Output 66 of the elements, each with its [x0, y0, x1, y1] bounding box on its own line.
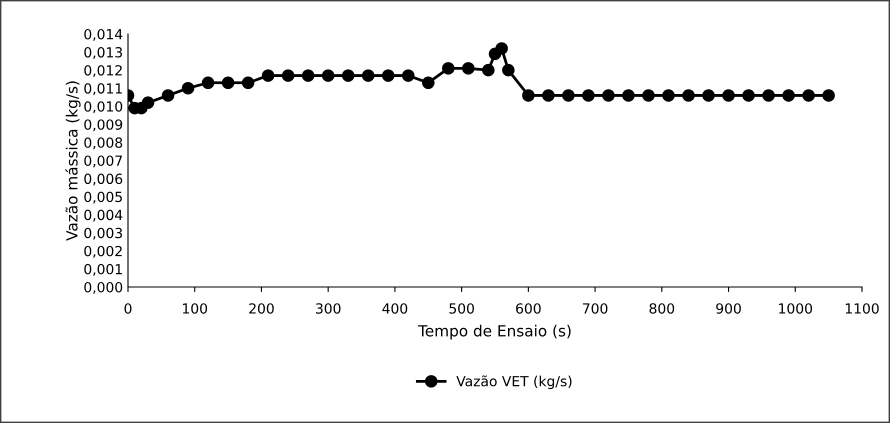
y-tick-label: 0,003 [84, 228, 122, 240]
point [495, 42, 508, 55]
x-tick-label: 1100 [846, 303, 879, 314]
point [342, 69, 354, 82]
y-tick-label: 0,006 [84, 174, 122, 186]
x-tick-label: 800 [650, 303, 674, 314]
x-tick-label: 400 [382, 303, 408, 314]
x-tick-label: 200 [249, 303, 274, 314]
point [442, 62, 455, 75]
x-tick-label: 0 [124, 303, 132, 314]
point [822, 89, 835, 102]
point [622, 89, 635, 102]
y-tick-label: 0,012 [84, 65, 122, 78]
point [142, 96, 154, 109]
y-tick-label: 0,000 [84, 282, 122, 294]
point [462, 62, 475, 75]
y-tick-label: 0,008 [84, 137, 122, 150]
point [222, 76, 234, 90]
point [502, 64, 515, 76]
y-tick-label: 0,007 [84, 155, 122, 168]
point [802, 89, 815, 102]
point [302, 69, 314, 82]
y-tick-label: 0,001 [84, 264, 122, 276]
point [522, 89, 535, 102]
point [682, 89, 695, 102]
point [542, 89, 555, 102]
x-tick-label: 500 [449, 303, 474, 314]
y-tick-label: 0,014 [84, 28, 122, 41]
point [482, 64, 495, 76]
point [562, 89, 575, 102]
point [202, 76, 214, 90]
point [242, 76, 254, 90]
point [662, 89, 675, 102]
point [162, 89, 174, 102]
point [582, 89, 595, 102]
y-tick-label: 0,011 [84, 83, 122, 96]
x-tick-label: 900 [716, 303, 741, 314]
point [362, 69, 374, 82]
point [722, 89, 735, 102]
point [602, 89, 615, 102]
x-tick-label: 1000 [779, 303, 812, 314]
y-axis-title: Vazão mássica (kg/s) [65, 81, 81, 241]
y-tick-label: 0,009 [84, 119, 122, 132]
point [282, 69, 294, 82]
x-axis-title: Tempo de Ensaio (s) [418, 324, 571, 340]
point [182, 82, 194, 94]
point [322, 69, 334, 82]
x-tick-label: 700 [582, 303, 608, 314]
x-tick-label: 600 [516, 303, 541, 314]
point [642, 89, 655, 102]
point [422, 76, 435, 90]
y-tick-label: 0,010 [84, 101, 122, 114]
y-tick-label: 0,005 [84, 192, 122, 204]
y-tick-label: 0,002 [84, 246, 122, 258]
x-tick-label: 300 [316, 303, 341, 314]
y-tick-label: 0,013 [84, 47, 122, 59]
point [262, 69, 274, 82]
point [382, 69, 394, 82]
y-tick-label: 0,004 [84, 210, 122, 222]
point [702, 89, 715, 102]
point [782, 89, 795, 102]
x-tick-label: 100 [183, 303, 208, 314]
point [742, 89, 755, 102]
point [402, 69, 415, 82]
point [762, 89, 775, 102]
legend-label: Vazão VET (kg/s) [456, 375, 572, 390]
